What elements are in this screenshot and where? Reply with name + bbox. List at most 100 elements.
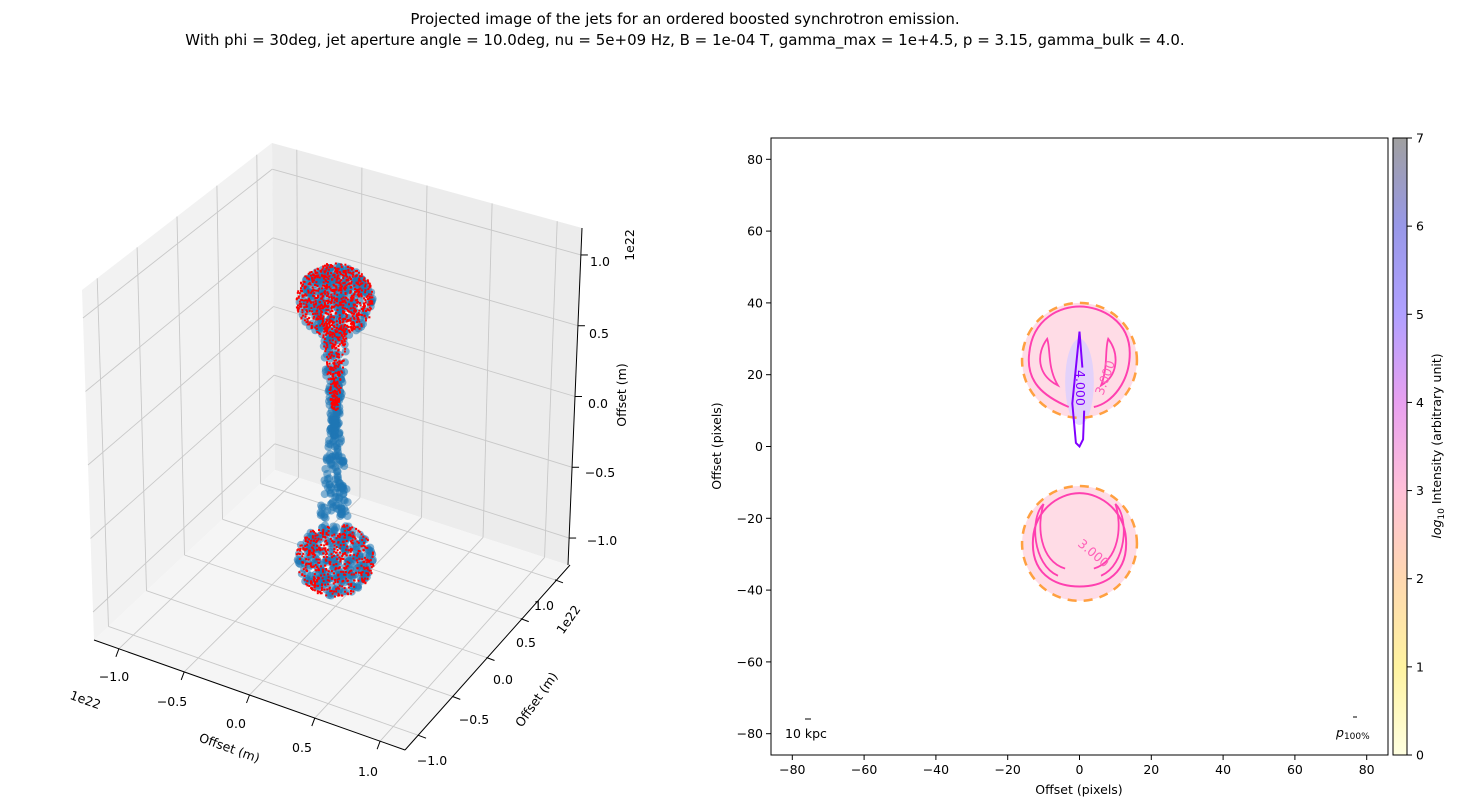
emitting-particle-point [345,566,348,569]
emitting-particle-point [315,325,318,327]
emitting-particle-point [367,574,370,576]
emitting-particle-point [327,313,330,316]
emitting-particle-point [350,322,352,325]
emitting-particle-point [350,280,353,283]
emitting-particle-point [364,577,366,580]
emitting-particle-point [365,319,367,322]
emitting-particle-point [311,310,314,313]
emitting-particle-point [336,330,339,333]
image-axes[interactable]: 4.000 3.000 3.000 −80 −60 −40 −20 0 20 40 60 80 … [709,137,1389,797]
emitting-particle-point [310,588,313,590]
emitting-particle-point [344,318,347,320]
emitting-particle-point [317,305,320,308]
emitting-particle-point [334,367,337,370]
emitting-particle-point [344,301,347,304]
emitting-particle-point [307,289,310,292]
emitting-particle-point [356,318,359,321]
emitting-particle-point [340,288,343,291]
emitting-particle-point [308,297,310,300]
emitting-particle-point [310,307,313,310]
emitting-particle-point [357,579,360,582]
emitting-particle-point [333,345,336,348]
emitting-particle-point [296,291,299,294]
emitting-particle-point [349,266,352,269]
emitting-particle-point [342,277,345,280]
emitting-particle-point [358,309,361,312]
emitting-particle-point [297,296,300,299]
emitting-particle-point [312,547,314,550]
y-tick-label: 40 [747,295,763,310]
emitting-particle-point [353,573,356,576]
emitting-particle-point [344,323,347,326]
emitting-particle-point [297,552,300,555]
emitting-particle-point [342,282,345,285]
emitting-particle-point [337,400,340,403]
emitting-particle-point [307,558,310,561]
emitting-particle-point [345,308,348,311]
emitting-particle-point [319,324,322,327]
emitting-particle-point [322,580,325,583]
emitting-particle-point [335,401,337,404]
emitting-particle-point [341,371,344,374]
emitting-particle-point [351,298,354,301]
emitting-particle-point [327,533,330,536]
emitting-particle-point [322,299,325,302]
emitting-particle-point [336,386,339,389]
emitting-particle-point [301,295,304,298]
emitting-particle-point [352,321,355,324]
3d-axes[interactable]: −1.0 −0.5 0.0 0.5 1.0 1e22 Offset (m) −1… [68,143,637,779]
emitting-particle-point [353,536,356,539]
x-tick-mark [115,648,120,657]
emitting-particle-point [343,288,346,291]
emitting-particle-point [297,290,300,293]
emitting-particle-point [326,281,329,284]
emitting-particle-point [367,293,370,296]
emitting-particle-point [331,345,334,348]
emitting-particle-point [340,557,343,560]
emitting-particle-point [323,345,326,348]
emitting-particle-point [313,276,316,279]
jet-particle-point [338,456,347,465]
emitting-particle-point [318,301,321,304]
jet-particle-point [333,448,342,457]
emitting-particle-point [335,590,338,593]
emitting-particle-point [325,342,328,345]
emitting-particle-point [354,326,357,329]
emitting-particle-point [310,271,313,273]
emitting-particle-point [358,530,361,533]
emitting-particle-point [324,548,327,551]
emitting-particle-point [344,590,346,593]
emitting-particle-point [340,370,343,373]
emitting-particle-point [306,301,309,304]
left-pane [82,143,275,640]
emitting-particle-point [338,577,340,580]
colorbar-tick-label: 3 [1416,483,1424,498]
emitting-particle-point [336,298,339,300]
emitting-particle-point [319,312,322,315]
emitting-particle-point [315,540,318,542]
emitting-particle-point [334,343,337,346]
emitting-particle-point [341,353,344,356]
emitting-particle-point [356,561,359,564]
emitting-particle-point [322,284,325,287]
emitting-particle-point [332,399,335,402]
emitting-particle-point [333,326,336,329]
emitting-particle-point [346,524,349,527]
emitting-particle-point [325,550,328,553]
emitting-particle-point [334,392,337,395]
emitting-particle-point [355,315,358,318]
emitting-particle-point [362,549,365,552]
emitting-particle-point [303,299,306,302]
emitting-particle-point [304,563,307,566]
emitting-particle-point [349,547,352,550]
emitting-particle-point [311,280,314,283]
emitting-particle-point [363,306,366,309]
emitting-particle-point [331,394,334,397]
emitting-particle-point [338,397,340,400]
emitting-particle-point [359,313,362,316]
back-pane-gridline [544,221,558,558]
emitting-particle-point [301,294,304,297]
emitting-particle-point [320,310,323,313]
emitting-particle-point [328,367,331,370]
emitting-particle-point [350,327,353,330]
